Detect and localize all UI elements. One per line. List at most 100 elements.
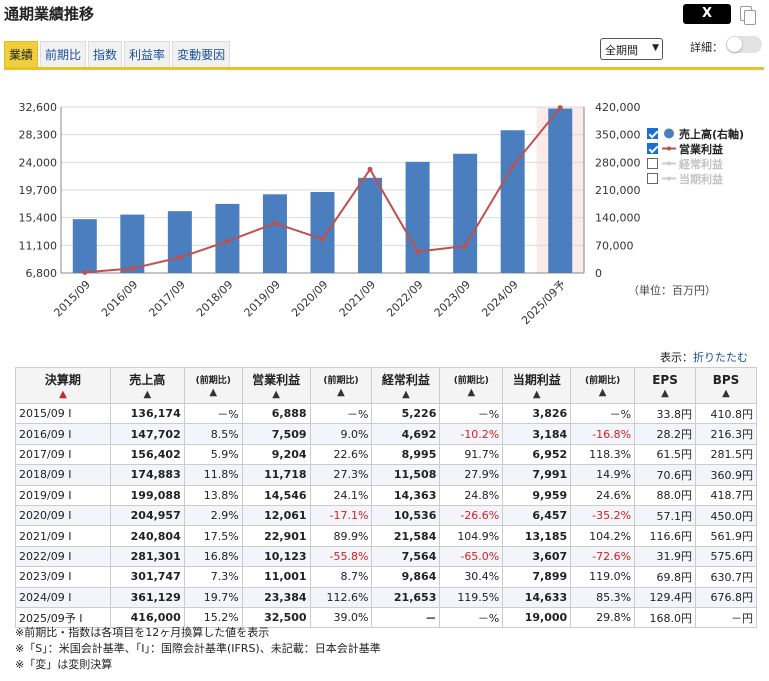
- left-tick-label: 15,400: [19, 212, 58, 225]
- line-point: [415, 249, 421, 255]
- left-tick-label: 6,800: [26, 267, 58, 280]
- table-header-cell[interactable]: 決算期 ▲: [15, 367, 111, 404]
- right-tick-label: 280,000: [595, 156, 641, 169]
- legend-checkbox-operating[interactable]: [647, 143, 658, 154]
- sort-arrow-icon[interactable]: ▲: [143, 389, 152, 400]
- table-cell: -16.8%: [570, 423, 636, 445]
- table-cell: －%: [439, 606, 504, 629]
- sort-arrow-icon[interactable]: ▲: [59, 389, 67, 400]
- table-cell: 33.8円: [634, 402, 696, 425]
- table-cell: 416,000: [109, 606, 185, 629]
- bar: [120, 214, 145, 273]
- bar: [548, 108, 573, 273]
- sort-arrow-icon[interactable]: ▲: [209, 387, 218, 398]
- display-label: 表示：: [660, 351, 693, 364]
- table-cell: 9,204: [241, 443, 311, 466]
- table-cell: 8,995: [371, 443, 441, 466]
- legend-checkbox-sales[interactable]: [647, 128, 658, 139]
- results-table: 決算期 ▲ 売上高 ▲ (前期比) ▲ 営業利益 ▲ (前期比) ▲ 経常利益 ▲ (前期比) ▲ 当期利益…: [15, 367, 758, 629]
- table-cell: 216.3円: [694, 423, 758, 445]
- column-header-label: BPS: [712, 372, 740, 387]
- table-cell: 7,899: [502, 566, 572, 588]
- x-share-button[interactable]: X: [683, 4, 731, 24]
- table-cell: 24.8%: [439, 484, 504, 506]
- table-cell: 156,402: [109, 443, 185, 466]
- table-cell: 15.2%: [183, 606, 243, 629]
- performance-chart: 6,800 0 11,100 70,000 15,400 140,000 19,700 210…: [19, 101, 641, 327]
- period-select[interactable]: 全期間 ▼: [600, 38, 663, 60]
- line-point: [129, 265, 135, 271]
- table-cell: 104.9%: [439, 525, 504, 547]
- table-header-cell[interactable]: 当期利益 ▲: [502, 367, 572, 404]
- column-header-sub: (前期比): [453, 376, 489, 386]
- legend-checkbox-net[interactable]: [647, 173, 658, 184]
- table-header-cell[interactable]: BPS ▲: [694, 367, 758, 404]
- table-row: 2017/09 I 156,402 5.9% 9,204 22.6% 8,995 91.7%…: [15, 443, 758, 466]
- legend-label-operating: 営業利益: [679, 142, 723, 156]
- table-cell: 199,088: [109, 484, 185, 506]
- table-cell: 7,991: [502, 464, 572, 486]
- tab-yoy[interactable]: 前期比: [40, 41, 87, 67]
- table-header-cell[interactable]: 売上高 ▲: [109, 367, 185, 404]
- detail-toggle[interactable]: [726, 36, 762, 53]
- table-cell: 450.0円: [694, 504, 758, 527]
- sort-arrow-icon[interactable]: ▲: [661, 387, 669, 399]
- sort-arrow-icon[interactable]: ▲: [337, 387, 345, 398]
- sort-arrow-icon[interactable]: ▲: [402, 389, 410, 400]
- right-tick-label: 70,000: [595, 239, 634, 252]
- table-cell: 116.6円: [634, 525, 696, 547]
- line-point: [462, 243, 468, 249]
- display-toggle: 表示：折りたたむ: [660, 349, 748, 365]
- legend-item-ordinary[interactable]: 経常利益: [647, 156, 744, 171]
- legend-item-operating[interactable]: 営業利益: [647, 141, 744, 156]
- table-header-cell[interactable]: (前期比) ▲: [570, 367, 636, 404]
- table-header-cell[interactable]: (前期比) ▲: [183, 367, 243, 404]
- line-point: [177, 255, 183, 261]
- legend-item-net[interactable]: 当期利益: [647, 171, 744, 186]
- table-header-cell[interactable]: 経常利益 ▲: [371, 367, 441, 404]
- footnote: ※「S」：米国会計基準、「I」：国際会計基準(IFRS)、未記載：日本会計基準: [15, 642, 381, 655]
- sort-arrow-icon[interactable]: ▲: [272, 389, 280, 400]
- copy-icon[interactable]: [740, 6, 756, 25]
- table-cell: 61.5円: [634, 443, 696, 466]
- collapse-link[interactable]: 折りたたむ: [693, 351, 748, 364]
- bar: [310, 191, 335, 273]
- legend-label-ordinary: 経常利益: [679, 157, 723, 171]
- table-cell: 19,000: [502, 606, 572, 629]
- tab-margin[interactable]: 利益率: [124, 41, 171, 67]
- table-cell: 10,536: [371, 504, 441, 527]
- right-tick-label: 210,000: [595, 184, 641, 197]
- table-cell: 11.8%: [183, 464, 243, 486]
- line-point: [367, 166, 373, 172]
- table-cell: 14,363: [371, 484, 441, 506]
- sort-arrow-icon[interactable]: ▲: [598, 387, 607, 398]
- tab-index[interactable]: 指数: [88, 41, 123, 67]
- table-cell: 7.3%: [183, 566, 243, 588]
- table-cell: 204,957: [109, 504, 185, 527]
- table-cell: 5,226: [371, 402, 441, 425]
- chevron-down-icon: ▼: [652, 43, 659, 53]
- table-cell: 22.6%: [309, 443, 373, 466]
- table-cell: 630.7円: [694, 566, 758, 588]
- table-cell: －%: [309, 402, 373, 425]
- x-tick-label: 2019/09: [242, 278, 284, 320]
- table-cell: 69.8円: [634, 566, 696, 588]
- tab-results[interactable]: 業績: [4, 41, 39, 67]
- table-cell: 2025/09予 I: [15, 606, 111, 629]
- table-cell: 2023/09 I: [15, 566, 111, 588]
- bar: [262, 194, 287, 273]
- table-header-cell[interactable]: (前期比) ▲: [439, 367, 504, 404]
- table-header-cell[interactable]: (前期比) ▲: [309, 367, 373, 404]
- table-cell: 2017/09 I: [15, 443, 111, 466]
- table-cell: 575.6円: [694, 545, 758, 568]
- table-cell: 112.6%: [309, 586, 373, 608]
- x-tick-label: 2015/09: [51, 278, 93, 320]
- table-header-cell[interactable]: EPS ▲: [634, 367, 696, 404]
- tab-factors[interactable]: 変動要因: [172, 41, 231, 67]
- sort-arrow-icon[interactable]: ▲: [532, 389, 541, 400]
- sort-arrow-icon[interactable]: ▲: [722, 387, 730, 399]
- table-header-cell[interactable]: 営業利益 ▲: [241, 367, 311, 404]
- sort-arrow-icon[interactable]: ▲: [467, 387, 476, 398]
- legend-checkbox-ordinary[interactable]: [647, 158, 658, 169]
- legend-item-sales[interactable]: 売上高(右軸): [647, 126, 744, 141]
